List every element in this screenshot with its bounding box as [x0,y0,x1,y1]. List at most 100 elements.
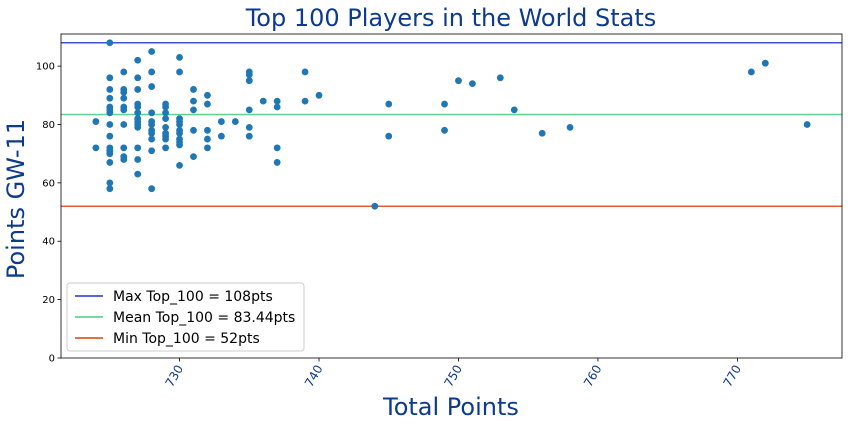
data-point [120,88,128,96]
data-point [245,124,253,131]
data-point [106,159,114,166]
data-point [106,132,114,140]
x-tick-label: 730 [163,363,187,390]
data-point [301,97,309,105]
data-point [204,144,211,152]
data-point [148,121,156,128]
data-point [120,68,128,76]
plot-frame [60,33,843,359]
data-point [106,121,114,128]
data-point [148,83,156,90]
data-point [441,126,448,134]
y-tick-label: 60 [42,178,55,189]
data-point [301,68,309,76]
data-point [120,106,128,114]
legend: Max Top_100 = 108pts Mean Top_100 = 83.44… [66,282,305,352]
y-tick-label: 40 [42,237,55,248]
data-point [134,109,142,117]
data-point [455,77,462,85]
x-axis-ticks: 730 740 750 760 770 [163,358,744,389]
data-point [217,132,225,140]
data-point [162,103,169,111]
data-point [148,129,156,137]
data-point [106,109,114,117]
data-point [385,132,393,140]
data-point [385,100,393,108]
data-point [134,144,142,152]
data-points [92,39,811,210]
data-point [259,97,267,105]
data-point [148,48,156,55]
data-point [176,121,183,128]
y-tick-label: 80 [42,120,55,131]
data-point [134,124,142,131]
data-point [803,121,811,128]
data-point [176,129,183,137]
data-point [747,68,755,76]
x-tick-label: 750 [441,363,465,390]
data-point [204,135,211,143]
data-point [134,86,142,93]
data-point [190,97,197,105]
data-point [148,135,156,143]
data-point [176,53,183,61]
data-point [176,141,183,149]
data-point [371,202,379,210]
legend-entry: Max Top_100 = 108pts [113,289,273,305]
data-point [148,185,156,193]
data-point [245,71,253,79]
data-point [162,115,169,123]
data-point [273,159,281,166]
y-tick-label: 100 [36,62,55,73]
legend-entry: Min Top_100 = 52pts [113,331,260,347]
data-point [566,124,574,131]
data-point [538,129,546,137]
data-point [217,118,225,125]
x-tick-label: 740 [302,363,326,390]
data-point [148,147,156,155]
data-point [510,106,518,114]
data-point [245,77,253,85]
reference-lines [61,42,842,207]
data-point [134,103,142,111]
x-tick-label: 770 [720,363,744,390]
data-point [106,74,114,82]
data-point [92,118,100,125]
x-axis-label: Total Points [382,393,519,421]
legend-box [66,282,305,352]
data-point [106,185,114,193]
data-point [190,153,197,160]
data-point [162,144,169,152]
data-point [106,179,114,187]
data-point [204,126,211,134]
data-point [134,74,142,82]
data-point [176,161,183,169]
data-point [120,94,128,102]
data-point [106,39,114,47]
data-point [162,124,169,131]
data-point [176,68,183,76]
data-point [190,106,197,114]
data-point [120,121,128,128]
data-point [148,109,156,117]
data-point [190,126,197,134]
y-axis-label: Points GW-11 [2,119,30,279]
data-point [148,68,156,76]
data-point [273,97,281,105]
y-axis-ticks: 0 20 40 60 80 100 [36,62,61,365]
data-point [162,109,169,117]
data-point [134,170,142,178]
chart-title: Top 100 Players in the World Stats [245,4,657,32]
legend-entry: Mean Top_100 = 83.44pts [113,310,295,326]
data-point [231,118,239,125]
data-point [190,86,197,93]
data-point [273,144,281,152]
data-point [315,91,323,99]
data-point [106,94,114,102]
x-tick-label: 760 [581,363,605,390]
data-point [441,100,448,108]
data-point [106,147,114,155]
data-point [245,106,253,114]
data-point [120,156,128,163]
